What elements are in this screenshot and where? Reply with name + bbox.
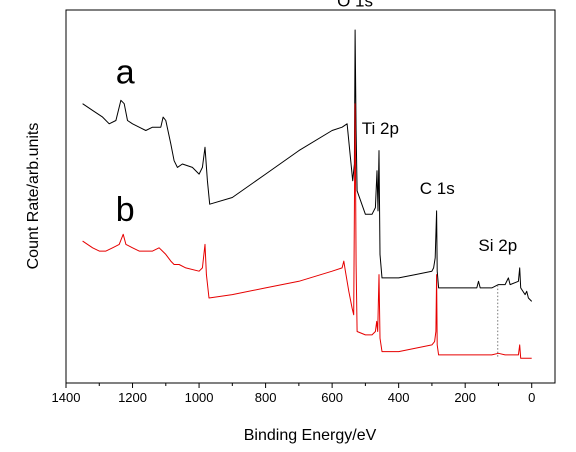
y-axis-title: Count Rate/arb.units — [25, 123, 42, 270]
x-axis: 1400 1200 1000 800 600 400 200 0 — [52, 383, 535, 405]
plot-frame — [65, 9, 556, 384]
peak-label: Ti 2p — [362, 119, 399, 138]
peak-label: O 1s — [337, 0, 373, 11]
series-label-b: b — [116, 191, 135, 229]
annotation-layer: a b O 1s Ti 2p C 1s Si 2p — [116, 0, 517, 357]
x-tick-label: 0 — [528, 390, 535, 405]
x-tick-label: 400 — [388, 390, 410, 405]
x-tick-label: 800 — [255, 390, 277, 405]
x-tick-label: 1200 — [118, 390, 147, 405]
series-line-b — [82, 103, 532, 359]
series-label-a: a — [116, 54, 135, 92]
x-tick-label: 600 — [321, 390, 343, 405]
series-layer — [82, 29, 533, 359]
x-tick-label: 200 — [454, 390, 476, 405]
peak-label: C 1s — [420, 179, 455, 198]
x-tick-label: 1000 — [185, 390, 214, 405]
series-line-a — [82, 29, 533, 302]
x-axis-title: Binding Energy/eV — [244, 427, 377, 444]
x-tick-label: 1400 — [52, 390, 81, 405]
peak-label: Si 2p — [478, 236, 517, 255]
